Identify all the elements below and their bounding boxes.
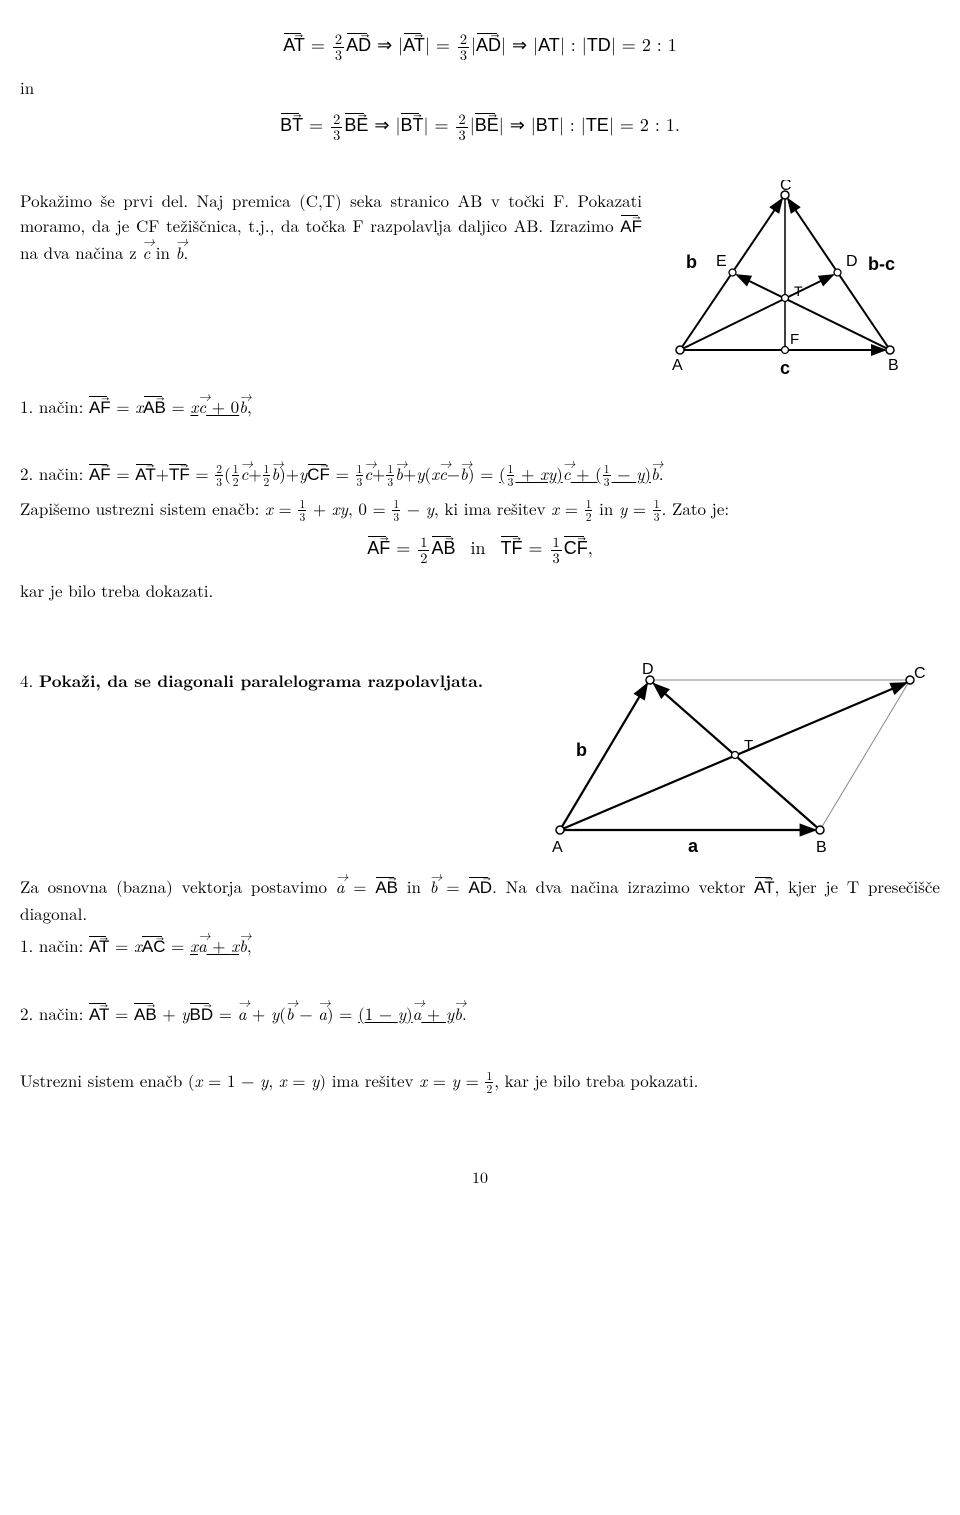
nacin2: 2. način: AF = AT+TF = 23(12c+12b)+yCF =… bbox=[20, 461, 940, 488]
exercise-4: 4. Pokaži, da se diagonali paralelograma… bbox=[20, 668, 502, 694]
svg-text:A: A bbox=[672, 357, 683, 374]
figure-triangle: A B C D E F T b c b-c bbox=[660, 180, 940, 386]
svg-text:T: T bbox=[744, 737, 753, 754]
figure-parallelogram: A B C D T a b bbox=[520, 660, 940, 866]
svg-text:D: D bbox=[642, 661, 654, 678]
svg-text:C: C bbox=[914, 665, 926, 682]
zapisemo: Zapišemo ustrezni sistem enačb: x = 13 +… bbox=[20, 496, 940, 523]
svg-text:a: a bbox=[688, 836, 699, 856]
word-in: in bbox=[20, 75, 940, 100]
svg-text:b: b bbox=[686, 252, 697, 272]
svg-text:E: E bbox=[716, 253, 727, 270]
svg-text:D: D bbox=[846, 253, 858, 270]
svg-text:T: T bbox=[794, 283, 803, 299]
page-number: 10 bbox=[20, 1165, 940, 1188]
nacin2b: 2. način: AT = AB + yBD = a + y(b − a) =… bbox=[20, 1001, 940, 1028]
svg-text:A: A bbox=[552, 839, 563, 856]
svg-text:B: B bbox=[888, 357, 899, 374]
svg-text:B: B bbox=[816, 839, 827, 856]
ex4-title: Pokaži, da se diagonali paralelograma ra… bbox=[39, 669, 483, 693]
svg-text:C: C bbox=[780, 180, 792, 194]
za-osnovna: Za osnovna (bazna) vektorja postavimo a … bbox=[20, 874, 940, 925]
svg-text:F: F bbox=[790, 331, 799, 348]
kar-dokazati: kar je bilo treba dokazati. bbox=[20, 578, 940, 603]
nacin1b: 1. način: AT = xAC = xa + xb, bbox=[20, 933, 940, 960]
svg-text:b-c: b-c bbox=[868, 254, 895, 274]
paragraph-1: Pokažimo še prvi del. Naj premica (C,T) … bbox=[20, 188, 642, 264]
equation-AF-TF: AF = 12AB in TF = 13CF, bbox=[20, 535, 940, 566]
nacin1: 1. način: AF = xAB = xc + 0b, bbox=[20, 394, 940, 421]
equation-BT: BT = 23BE ⇒ |BT| = 23|BE| ⇒ |BT| : |TE| … bbox=[20, 112, 940, 143]
ustrezni: Ustrezni sistem enačb (x = 1 − y, x = y)… bbox=[20, 1068, 940, 1095]
svg-text:b: b bbox=[576, 740, 587, 760]
equation-AT: AT = 23AD ⇒ |AT| = 23|AD| ⇒ |AT| : |TD| … bbox=[20, 32, 940, 63]
svg-text:c: c bbox=[780, 358, 790, 378]
